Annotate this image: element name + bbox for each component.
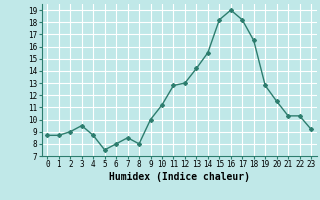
X-axis label: Humidex (Indice chaleur): Humidex (Indice chaleur) bbox=[109, 172, 250, 182]
